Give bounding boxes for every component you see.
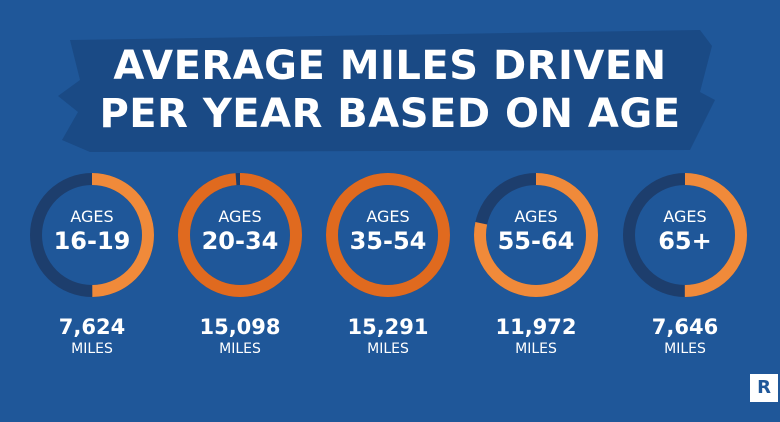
- miles-unit: MILES: [219, 341, 261, 357]
- age-range-label: 16-19: [53, 227, 131, 255]
- age-range-label: 55-64: [497, 227, 575, 255]
- chart-title: AVERAGE MILES DRIVEN PER YEAR BASED ON A…: [0, 42, 780, 138]
- miles-unit: MILES: [664, 341, 706, 357]
- miles-number: 11,972: [495, 315, 577, 339]
- miles-unit: MILES: [515, 341, 557, 357]
- age-range-label: 35-54: [349, 227, 427, 255]
- miles-value-label: 15,098 MILES: [170, 314, 310, 358]
- ring-center-label: AGES 55-64: [476, 207, 596, 255]
- miles-number: 7,646: [651, 315, 719, 339]
- ring-arc-2: [326, 173, 450, 297]
- ages-text: AGES: [70, 207, 114, 226]
- ring-arc-0: [30, 173, 154, 297]
- ages-text: AGES: [663, 207, 707, 226]
- miles-unit: MILES: [367, 341, 409, 357]
- title-line-2: PER YEAR BASED ON AGE: [99, 91, 681, 137]
- miles-value-label: 15,291 MILES: [318, 314, 458, 358]
- ring-arc-4: [623, 173, 747, 297]
- brush-stroke-background: [58, 30, 715, 152]
- miles-unit: MILES: [71, 341, 113, 357]
- ages-text: AGES: [514, 207, 558, 226]
- ring-center-label: AGES 20-34: [180, 207, 300, 255]
- title-line-1: AVERAGE MILES DRIVEN: [113, 43, 667, 89]
- age-range-label: 65+: [658, 227, 712, 255]
- miles-value-label: 7,646 MILES: [615, 314, 755, 358]
- miles-number: 15,291: [347, 315, 429, 339]
- title-banner: AVERAGE MILES DRIVEN PER YEAR BASED ON A…: [0, 0, 780, 160]
- ring-center-label: AGES 16-19: [32, 207, 152, 255]
- miles-number: 15,098: [199, 315, 281, 339]
- miles-number: 7,624: [58, 315, 126, 339]
- ring-arc-3: [474, 173, 598, 297]
- ramsey-logo: R: [750, 374, 778, 402]
- ages-text: AGES: [218, 207, 262, 226]
- miles-value-label: 7,624 MILES: [22, 314, 162, 358]
- age-range-label: 20-34: [201, 227, 279, 255]
- ring-center-label: AGES 35-54: [328, 207, 448, 255]
- ring-center-label: AGES 65+: [625, 207, 745, 255]
- ages-text: AGES: [366, 207, 410, 226]
- ring-arc-1: [178, 173, 302, 297]
- miles-value-label: 11,972 MILES: [466, 314, 606, 358]
